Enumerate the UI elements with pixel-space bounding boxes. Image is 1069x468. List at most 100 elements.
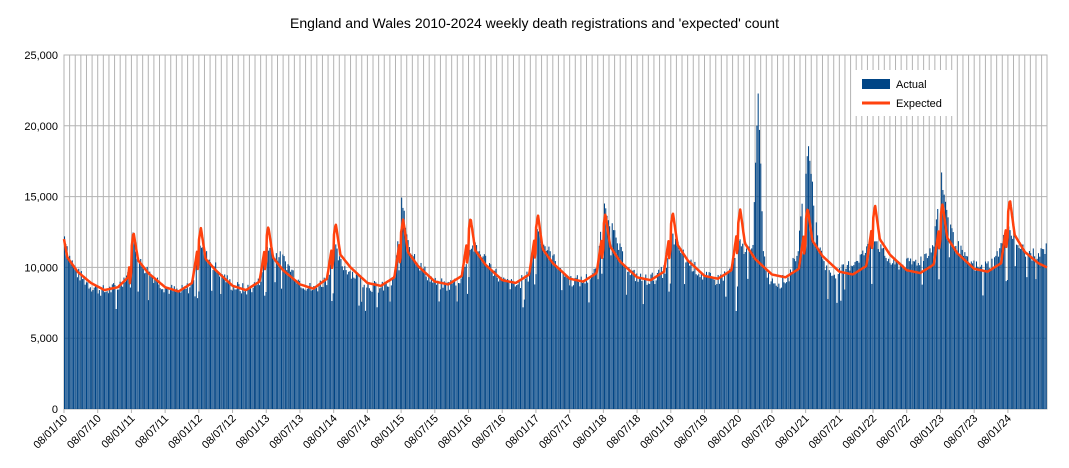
bar-actual bbox=[787, 277, 789, 409]
bar-actual bbox=[468, 277, 470, 409]
bar-actual bbox=[544, 246, 546, 409]
bar-actual bbox=[956, 250, 958, 409]
bar-actual bbox=[994, 257, 996, 409]
bar-actual bbox=[75, 269, 77, 409]
bar-actual bbox=[330, 264, 332, 409]
bar-actual bbox=[257, 278, 259, 409]
bar-actual bbox=[893, 258, 895, 409]
bar-actual bbox=[485, 255, 487, 409]
bar-actual bbox=[704, 274, 706, 409]
bar-actual bbox=[987, 261, 989, 409]
bar-actual bbox=[990, 269, 992, 409]
bar-actual bbox=[939, 236, 941, 409]
bar-actual bbox=[924, 254, 926, 409]
bar-actual bbox=[286, 270, 288, 409]
bar-actual bbox=[810, 173, 812, 409]
x-tick-label: 08/01/24 bbox=[975, 413, 1014, 452]
bar-actual bbox=[315, 287, 317, 409]
bar-actual bbox=[597, 279, 599, 409]
bar-actual bbox=[841, 264, 843, 409]
bar-actual bbox=[684, 284, 686, 409]
legend-box bbox=[852, 70, 956, 116]
bar-actual bbox=[811, 181, 813, 409]
bar-actual bbox=[452, 280, 454, 409]
bar-actual bbox=[129, 287, 131, 409]
bar-actual bbox=[957, 241, 959, 409]
bar-actual bbox=[849, 270, 851, 409]
bar-actual bbox=[450, 280, 452, 409]
bar-actual bbox=[588, 302, 590, 409]
bar-actual bbox=[261, 272, 263, 409]
bar-actual bbox=[685, 262, 687, 409]
bar-actual bbox=[463, 265, 465, 409]
bar-actual bbox=[235, 289, 237, 409]
bar-actual bbox=[300, 287, 302, 409]
bar-actual bbox=[601, 273, 603, 409]
bar-actual bbox=[407, 240, 409, 409]
bar-actual bbox=[1035, 279, 1037, 409]
bar-actual bbox=[393, 278, 395, 409]
bar-actual bbox=[383, 290, 385, 409]
bar-actual bbox=[673, 244, 675, 409]
bar-actual bbox=[137, 291, 139, 409]
bar-actual bbox=[96, 285, 98, 409]
bar-actual bbox=[731, 266, 733, 409]
bar-actual bbox=[173, 286, 175, 409]
bar-actual bbox=[211, 290, 213, 409]
bar-actual bbox=[470, 248, 472, 409]
bar-actual bbox=[718, 283, 720, 409]
bar-actual bbox=[864, 252, 866, 409]
bar-actual bbox=[242, 283, 244, 409]
bar-actual bbox=[965, 255, 967, 409]
bar-actual bbox=[952, 232, 954, 409]
bar-actual bbox=[518, 280, 520, 409]
x-tick-label: 08/07/23 bbox=[942, 413, 981, 452]
bar-actual bbox=[995, 255, 997, 409]
bar-actual bbox=[766, 277, 768, 409]
bar-actual bbox=[508, 281, 510, 409]
bar-actual bbox=[549, 251, 551, 409]
bar-actual bbox=[557, 268, 559, 409]
bar-actual bbox=[641, 281, 643, 409]
bar-actual bbox=[88, 288, 90, 409]
bar-actual bbox=[222, 277, 224, 409]
bar-actual bbox=[160, 289, 162, 409]
bar-actual bbox=[536, 229, 538, 409]
bar-actual bbox=[746, 248, 748, 409]
bar-actual bbox=[942, 189, 944, 409]
bar-actual bbox=[113, 283, 115, 409]
bar-actual bbox=[115, 308, 117, 409]
bar-actual bbox=[326, 285, 328, 409]
bar-actual bbox=[339, 256, 341, 409]
bar-actual bbox=[353, 277, 355, 409]
bar-actual bbox=[153, 283, 155, 409]
bar-actual bbox=[321, 286, 323, 409]
bar-actual bbox=[467, 293, 469, 409]
bar-actual bbox=[340, 259, 342, 409]
bar-actual bbox=[1006, 279, 1008, 409]
bar-actual bbox=[372, 283, 374, 409]
bar-actual bbox=[682, 249, 684, 409]
bar-actual bbox=[793, 258, 795, 409]
bar-actual bbox=[490, 264, 492, 409]
bar-actual bbox=[415, 264, 417, 409]
bar-actual bbox=[600, 231, 602, 409]
bar-actual bbox=[136, 258, 138, 409]
bar-actual bbox=[898, 269, 900, 409]
bar-actual bbox=[123, 277, 125, 409]
bar-actual bbox=[408, 247, 410, 409]
bar-actual bbox=[700, 274, 702, 409]
bar-actual bbox=[912, 261, 914, 409]
bar-actual bbox=[180, 292, 182, 409]
bar-actual bbox=[691, 271, 693, 409]
bar-actual bbox=[711, 276, 713, 409]
bar-actual bbox=[611, 223, 613, 409]
bar-actual bbox=[479, 254, 481, 409]
bar-actual bbox=[1004, 240, 1006, 409]
bar-actual bbox=[541, 244, 543, 409]
bar-actual bbox=[505, 282, 507, 409]
bar-actual bbox=[202, 247, 204, 409]
bar-actual bbox=[614, 230, 616, 409]
bar-actual bbox=[426, 280, 429, 409]
bar-actual bbox=[729, 268, 731, 409]
